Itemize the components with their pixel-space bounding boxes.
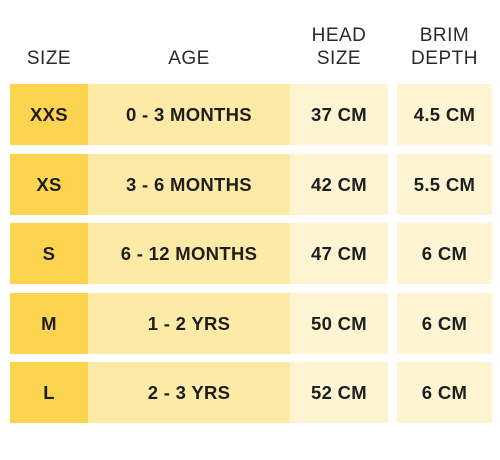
cell-size: M: [10, 293, 88, 354]
header-size-label: SIZE: [26, 48, 72, 69]
cell-brim-depth: 4.5 CM: [397, 84, 492, 145]
cell-size: S: [10, 223, 88, 284]
table-row: M 1 - 2 YRS 50 CM 6 CM: [0, 293, 500, 354]
header-brim-depth: BRIM DEPTH: [397, 0, 492, 80]
cell-head-size: 52 CM: [290, 362, 388, 423]
cell-age: 0 - 3 MONTHS: [88, 84, 290, 145]
header-age: AGE: [88, 0, 290, 80]
cell-age: 3 - 6 MONTHS: [88, 154, 290, 215]
cell-size: L: [10, 362, 88, 423]
cell-brim-depth: 6 CM: [397, 223, 492, 284]
header-brim-depth-label: BRIM DEPTH: [411, 25, 478, 69]
cell-age: 1 - 2 YRS: [88, 293, 290, 354]
header-size: SIZE: [10, 0, 88, 80]
header-age-label: AGE: [168, 48, 210, 69]
header-head-size-label: HEAD SIZE: [311, 25, 367, 69]
table-row: XS 3 - 6 MONTHS 42 CM 5.5 CM: [0, 154, 500, 215]
cell-size: XXS: [10, 84, 88, 145]
cell-brim-depth: 6 CM: [397, 293, 492, 354]
table-row: L 2 - 3 YRS 52 CM 6 CM: [0, 362, 500, 423]
table-row: XXS 0 - 3 MONTHS 37 CM 4.5 CM: [0, 84, 500, 145]
cell-head-size: 50 CM: [290, 293, 388, 354]
cell-age: 2 - 3 YRS: [88, 362, 290, 423]
cell-brim-depth: 6 CM: [397, 362, 492, 423]
table-row: S 6 - 12 MONTHS 47 CM 6 CM: [0, 223, 500, 284]
cell-head-size: 47 CM: [290, 223, 388, 284]
cell-head-size: 37 CM: [290, 84, 388, 145]
cell-brim-depth: 5.5 CM: [397, 154, 492, 215]
cell-age: 6 - 12 MONTHS: [88, 223, 290, 284]
cell-size: XS: [10, 154, 88, 215]
cell-head-size: 42 CM: [290, 154, 388, 215]
header-head-size: HEAD SIZE: [290, 0, 388, 80]
